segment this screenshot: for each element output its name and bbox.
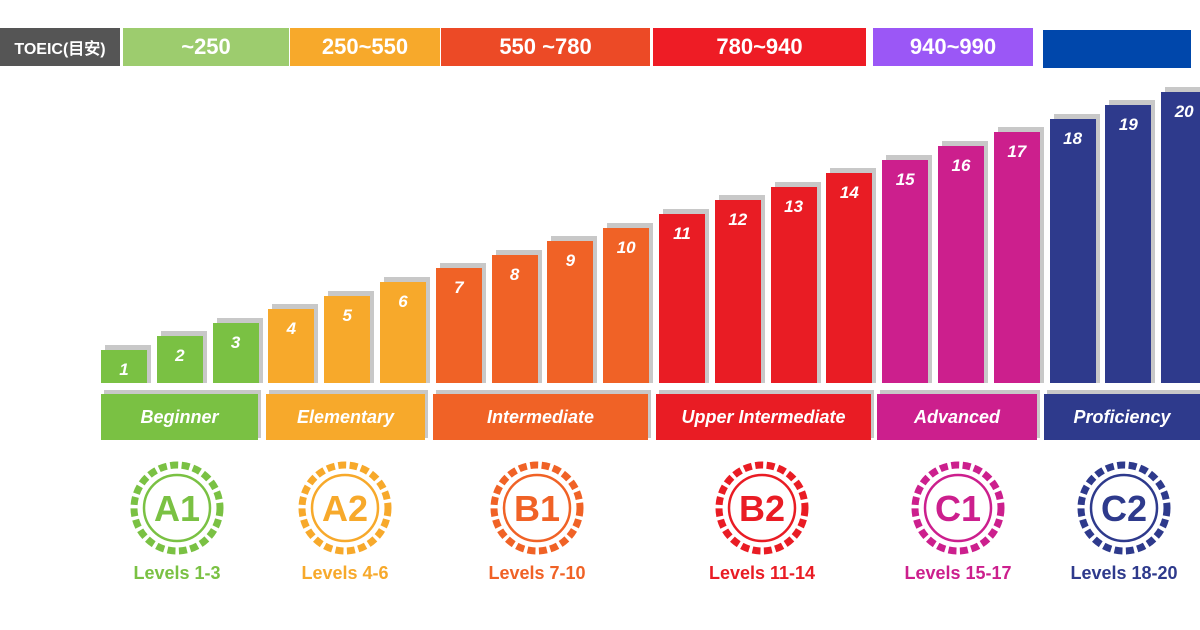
- levels-range-label: Levels 15-17: [904, 563, 1012, 583]
- badge-ring: [911, 461, 1005, 555]
- level-bar: 6: [380, 282, 426, 383]
- level-bar: 10: [603, 227, 650, 383]
- toeic-range-3: 780~940: [653, 28, 866, 66]
- level-number: 12: [728, 210, 748, 230]
- level-number: 14: [839, 183, 859, 203]
- badge-code: A2: [322, 488, 368, 529]
- badge-code: C1: [935, 488, 981, 529]
- cefr-badge: A2: [298, 461, 392, 555]
- level-number: 17: [1007, 142, 1027, 162]
- level-bar: 18: [1049, 118, 1096, 383]
- levels-range-label: Levels 4-6: [301, 563, 389, 583]
- toeic-range-2: 550 ~780: [441, 28, 650, 66]
- level-bar: 8: [491, 254, 538, 383]
- toeic-bar: TOEIC(目安) ~250 250~550 550 ~780 780~940 …: [0, 28, 1200, 68]
- levels-range-label: Levels 1-3: [133, 563, 221, 583]
- cefr-badge: A1: [130, 461, 224, 555]
- level-bar: 20: [1161, 91, 1200, 383]
- level-number: 3: [230, 332, 241, 352]
- badge-ring: [130, 461, 224, 555]
- level-number: 11: [673, 224, 691, 243]
- level-bar: 13: [770, 186, 817, 383]
- level-number: 16: [951, 156, 971, 175]
- toeic-range-0: ~250: [123, 28, 289, 66]
- levels-range-label: Levels 11-14: [708, 563, 816, 583]
- level-bar: 11: [659, 214, 705, 383]
- level-number: 4: [286, 319, 297, 339]
- level-bar: 14: [826, 173, 873, 383]
- badge-ring: [715, 461, 809, 555]
- badge-ring: [490, 461, 584, 555]
- badge-inner-ring: [1089, 473, 1159, 543]
- toeic-range-1: 250~550: [290, 28, 440, 66]
- level-bar: 9: [547, 241, 594, 383]
- badge-ring: [1077, 461, 1171, 555]
- level-bar: 12: [714, 200, 761, 383]
- toeic-range-5: [1043, 30, 1191, 68]
- badge-code: B2: [739, 488, 785, 529]
- cefr-badge: B2: [715, 461, 809, 555]
- badge-code: B1: [514, 488, 560, 529]
- level-bar: 17: [993, 132, 1040, 383]
- level-bar: 5: [324, 295, 371, 383]
- level-number: 20: [1174, 101, 1194, 121]
- level-number: 7: [454, 278, 464, 298]
- level-number: 19: [1118, 115, 1138, 135]
- band-label: Elementary: [266, 394, 425, 440]
- level-bar: 2: [156, 336, 203, 383]
- band-label: Upper Intermediate: [656, 394, 871, 440]
- toeic-label: TOEIC(目安): [0, 28, 120, 66]
- level-number: 15: [895, 169, 915, 189]
- band-label: Beginner: [101, 394, 258, 440]
- band-label: Intermediate: [433, 394, 648, 440]
- badge-code: C2: [1101, 488, 1147, 529]
- badge-inner-ring: [923, 473, 993, 543]
- badge-inner-ring: [142, 473, 212, 543]
- badge-inner-ring: [727, 473, 797, 543]
- level-number: 5: [342, 305, 352, 325]
- levels-range-label: Levels 7-10: [488, 563, 586, 583]
- level-bar: 7: [435, 268, 482, 383]
- cefr-badge: C2: [1077, 461, 1171, 555]
- level-number: 9: [565, 251, 576, 271]
- level-number: 18: [1063, 128, 1083, 148]
- level-number: 6: [398, 292, 408, 311]
- level-bar: 16: [938, 146, 984, 383]
- toeic-range-4: 940~990: [873, 28, 1033, 66]
- level-number: 2: [175, 346, 185, 366]
- badge-code: A1: [154, 488, 200, 529]
- level-bar: 4: [268, 309, 315, 383]
- level-bar: 3: [212, 322, 259, 383]
- level-bar: 19: [1105, 105, 1152, 383]
- cefr-badge: B1: [490, 461, 584, 555]
- levels-range-label: Levels 18-20: [1070, 563, 1178, 583]
- level-number: 10: [616, 237, 636, 257]
- level-number: 1: [119, 360, 129, 379]
- level-number: 8: [509, 264, 520, 284]
- band-label: Proficiency: [1044, 394, 1200, 440]
- cefr-badge: C1: [911, 461, 1005, 555]
- level-number: 13: [784, 196, 804, 216]
- level-bar: 15: [882, 159, 929, 383]
- badge-ring: [298, 461, 392, 555]
- band-label: Advanced: [877, 394, 1037, 440]
- badge-inner-ring: [310, 473, 380, 543]
- badge-inner-ring: [502, 473, 572, 543]
- level-bar: 1: [101, 350, 147, 383]
- level-bars: 1 2 3 4 5 6 7 8 9 10 11 12 13 14 15 16 17 18 19 20: [101, 86, 1200, 383]
